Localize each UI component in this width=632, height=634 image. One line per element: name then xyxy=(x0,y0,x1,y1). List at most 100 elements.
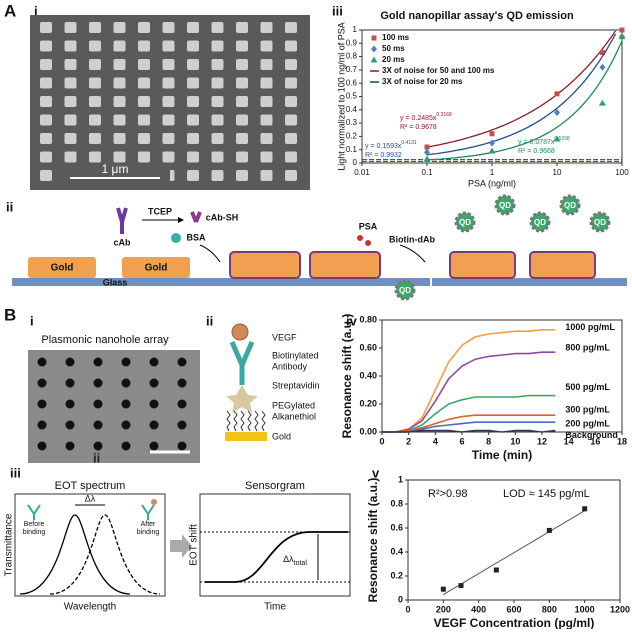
pillar xyxy=(40,40,52,52)
pillar xyxy=(260,151,273,163)
y-tick-label: 0.00 xyxy=(359,426,377,436)
hole xyxy=(93,420,103,430)
surface-label: VEGF xyxy=(272,332,297,342)
surface-label: Streptavidin xyxy=(272,380,320,390)
panel-label: ii xyxy=(206,313,213,328)
spectrum-after xyxy=(49,514,161,595)
gold xyxy=(28,257,96,278)
pillar xyxy=(40,151,52,163)
hole xyxy=(65,378,75,388)
hole xyxy=(149,420,159,430)
hole xyxy=(121,420,131,430)
pillar xyxy=(236,170,248,181)
point xyxy=(599,50,605,56)
vegf-icon xyxy=(231,323,249,341)
pillar xyxy=(211,170,224,181)
equation: y = 0.2485x xyxy=(400,115,437,122)
pillar xyxy=(89,59,101,70)
y-axis-label: Resonance shift (a.u.) xyxy=(340,314,354,439)
y-tick-label: 0.40 xyxy=(359,370,377,380)
panel-label: B xyxy=(4,305,16,324)
x-tick-label: 10 xyxy=(553,168,562,177)
before-label: Before xyxy=(24,521,45,528)
pillar xyxy=(285,77,297,89)
sensorgram-x-label: Time xyxy=(264,602,286,613)
gold xyxy=(229,251,301,279)
fit-curve xyxy=(426,30,617,148)
hole xyxy=(37,399,47,409)
hole xyxy=(93,357,103,367)
pillar xyxy=(260,114,273,126)
pillar xyxy=(260,96,273,107)
gold xyxy=(309,251,381,279)
hole xyxy=(177,399,187,409)
pillar xyxy=(89,114,101,126)
hole xyxy=(37,378,47,388)
pillar xyxy=(260,40,273,52)
x-tick-label: 1000 xyxy=(575,604,595,614)
pillar xyxy=(89,77,101,89)
hole xyxy=(149,357,159,367)
hole xyxy=(65,399,75,409)
exponent: 0.5338 xyxy=(554,136,570,142)
pillar xyxy=(138,40,150,52)
y-tick-label: 0.6 xyxy=(346,78,358,87)
point xyxy=(493,567,499,573)
fit-equation: y = 0.1593x0.4131 xyxy=(365,140,417,150)
x-tick-label: 0 xyxy=(405,604,410,614)
pillar xyxy=(285,22,297,33)
gold-label: Gold xyxy=(51,263,74,274)
hole xyxy=(65,420,75,430)
pillar xyxy=(113,96,126,107)
thiol xyxy=(226,410,231,432)
panel-label: ii xyxy=(6,199,13,214)
gold-layer xyxy=(225,432,267,441)
hole xyxy=(177,378,187,388)
pillar xyxy=(162,133,175,144)
pillar xyxy=(64,133,77,144)
annotation: LOD ≈ 145 pg/mL xyxy=(503,488,590,500)
series-label: Background xyxy=(565,430,618,440)
y-tick-label: 0 xyxy=(353,158,358,167)
legend-marker xyxy=(370,56,378,63)
hole xyxy=(65,441,75,451)
point xyxy=(599,63,606,71)
equation: y = 0.0787x xyxy=(518,139,555,146)
series-label: 1000 pg/mL xyxy=(565,322,615,332)
delta-label: Δλ xyxy=(283,554,294,564)
point xyxy=(598,99,606,106)
pillar xyxy=(236,77,248,89)
series-line xyxy=(382,351,556,433)
point xyxy=(554,91,560,97)
pillar xyxy=(113,59,126,70)
pillar xyxy=(211,59,224,70)
pillar xyxy=(40,133,52,144)
fit-curve xyxy=(426,33,617,156)
pillar xyxy=(260,133,273,144)
series-line xyxy=(382,394,556,433)
x-tick-label: 2 xyxy=(406,436,411,446)
surface-label: Gold xyxy=(272,431,291,441)
y-tick-label: 1 xyxy=(398,474,403,484)
flow-arrow xyxy=(170,534,192,558)
pillar xyxy=(187,151,199,163)
series-label: 300 pg/mL xyxy=(565,405,610,415)
pillar xyxy=(64,22,77,33)
pillar xyxy=(40,114,52,126)
pillar xyxy=(187,114,199,126)
hole xyxy=(177,420,187,430)
bsa-icon xyxy=(171,233,181,243)
nanohole-title: Plasmonic nanohole array xyxy=(41,334,169,346)
hole-grid xyxy=(37,357,187,451)
surface-label: Antibody xyxy=(272,361,308,371)
pillar xyxy=(113,133,126,144)
cab-label: cAb xyxy=(113,237,131,247)
qd-icon xyxy=(454,211,476,233)
pillar xyxy=(162,40,175,52)
glass xyxy=(12,278,217,286)
fit-r2: R² = 0.9668 xyxy=(518,148,555,155)
pillar xyxy=(138,151,150,163)
panel-label: v xyxy=(372,465,380,480)
spectrum-y-label: Transmittance xyxy=(4,513,15,576)
